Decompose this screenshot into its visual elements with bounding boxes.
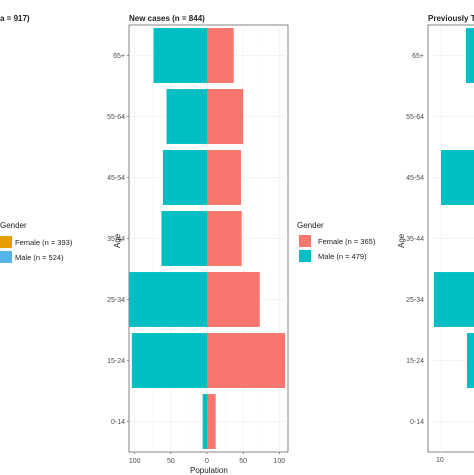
- x-tick-label: 0: [205, 458, 209, 465]
- right-bar-fragment: [466, 28, 474, 83]
- bar-female-15-24: [207, 333, 286, 388]
- legend-label-male: Male (n = 479): [318, 252, 367, 261]
- left-legend-swatch-female: [0, 236, 12, 248]
- right-bar-fragment: [434, 272, 474, 327]
- left-legend-swatch-male: [0, 251, 12, 263]
- bar-male-25-34: [128, 272, 207, 327]
- bar-male-15-24: [131, 333, 207, 388]
- bar-male-55-64: [166, 89, 207, 144]
- right-y-tick-label: 0-14: [410, 419, 424, 426]
- x-tick-label: 100: [129, 458, 141, 465]
- legend-title: Gender: [297, 221, 324, 230]
- bar-female-35-44: [207, 211, 242, 266]
- x-tick-label: 50: [239, 458, 247, 465]
- x-tick-label: 100: [273, 458, 285, 465]
- right-x-tick: 10: [436, 457, 444, 464]
- legend-swatch-male: [299, 250, 311, 262]
- y-tick-label: 55-64: [107, 114, 125, 121]
- bar-male-35-44: [161, 211, 207, 266]
- bar-male-45-54: [162, 150, 207, 205]
- y-tick-label: 0-14: [111, 419, 125, 426]
- y-tick-label: 15-24: [107, 358, 125, 365]
- y-tick-label: 35-44: [107, 236, 125, 243]
- left-panel-title: a = 917): [0, 14, 30, 23]
- bar-female-25-34: [207, 272, 260, 327]
- bar-female-65+: [207, 28, 234, 83]
- right-y-tick-label: 15-24: [406, 358, 424, 365]
- bar-female-55-64: [207, 89, 244, 144]
- y-tick-label: 65+: [113, 53, 125, 60]
- y-tick-label: 25-34: [107, 297, 125, 304]
- legend-label-female: Female (n = 365): [318, 237, 376, 246]
- bar-female-45-54: [207, 150, 241, 205]
- left-legend-label-male: Male (n = 524): [15, 253, 64, 262]
- bar-male-65+: [153, 28, 207, 83]
- right-y-tick-label: 45-54: [406, 175, 424, 182]
- bar-male-0-14: [202, 394, 207, 449]
- x-axis-title: Population: [190, 466, 228, 475]
- left-legend-label-female: Female (n = 393): [15, 238, 73, 247]
- right-bar-fragment: [467, 333, 474, 388]
- right-y-tick-label: 35-44: [406, 236, 424, 243]
- right-y-tick-label: 65+: [412, 53, 424, 60]
- left-legend-title: Gender: [0, 221, 27, 230]
- chart-title: New cases (n = 844): [129, 14, 205, 23]
- y-tick-label: 45-54: [107, 175, 125, 182]
- legend-swatch-female: [299, 235, 311, 247]
- right-y-tick-label: 55-64: [406, 114, 424, 121]
- bar-female-0-14: [207, 394, 216, 449]
- right-y-tick-label: 25-34: [406, 297, 424, 304]
- x-tick-label: 50: [167, 458, 175, 465]
- right-bar-fragment: [441, 150, 474, 205]
- right-panel-title: Previously T: [428, 14, 474, 23]
